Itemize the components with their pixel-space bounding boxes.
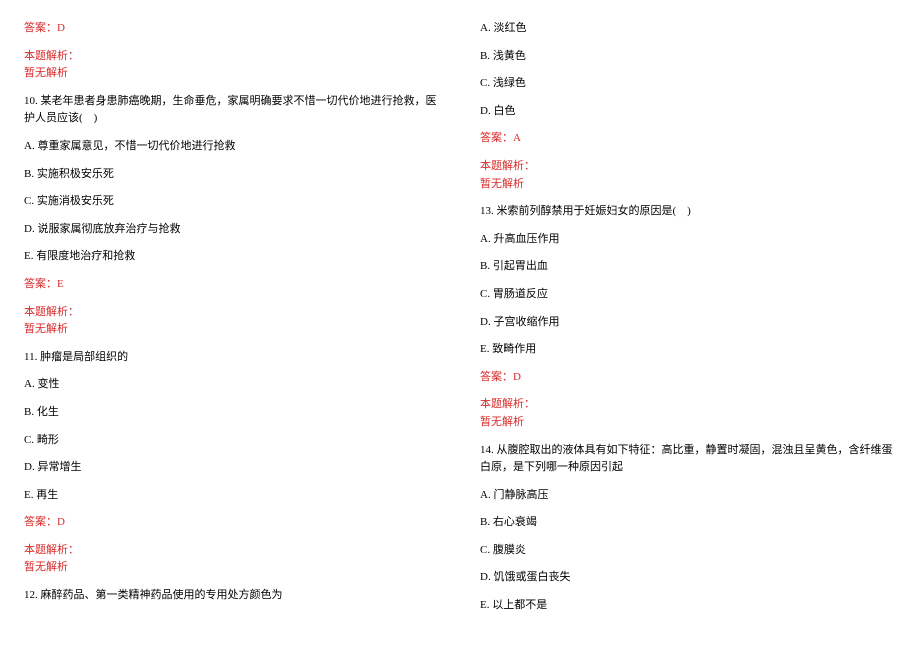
q13-opt-b: B. 引起胃出血	[480, 258, 896, 276]
q13-opt-e: E. 致畸作用	[480, 341, 896, 359]
tail-parse-block: 本题解析： 暂无解析	[24, 48, 440, 83]
q10-opt-e: E. 有限度地治疗和抢救	[24, 248, 440, 266]
q10-parse-block: 本题解析： 暂无解析	[24, 304, 440, 339]
q13-answer: 答案：D	[480, 369, 896, 387]
q14-opt-b: B. 右心衰竭	[480, 514, 896, 532]
q13-opt-a: A. 升高血压作用	[480, 231, 896, 249]
q11-stem: 11. 肿瘤是局部组织的	[24, 349, 440, 367]
q14-opt-e: E. 以上都不是	[480, 597, 896, 615]
q10-stem: 10. 某老年患者身患肺癌晚期，生命垂危，家属明确要求不惜一切代价地进行抢救，医…	[24, 93, 440, 128]
q13-parse-block: 本题解析： 暂无解析	[480, 396, 896, 431]
q11-opt-a: A. 变性	[24, 376, 440, 394]
q14-opt-d: D. 饥饿或蛋白丧失	[480, 569, 896, 587]
parse-text: 暂无解析	[480, 414, 896, 432]
parse-label: 本题解析：	[24, 304, 440, 322]
q10-opt-c: C. 实施消极安乐死	[24, 193, 440, 211]
q12-stem: 12. 麻醉药品、第一类精神药品使用的专用处方颜色为	[24, 587, 440, 605]
q11-opt-d: D. 异常增生	[24, 459, 440, 477]
parse-label: 本题解析：	[24, 542, 440, 560]
q13-opt-c: C. 胃肠道反应	[480, 286, 896, 304]
tail-answer: 答案：D	[24, 20, 440, 38]
q11-parse-block: 本题解析： 暂无解析	[24, 542, 440, 577]
parse-text: 暂无解析	[480, 176, 896, 194]
q14-stem: 14. 从腹腔取出的液体具有如下特征：高比重，静置时凝固，混浊且呈黄色，含纤维蛋…	[480, 442, 896, 477]
q12-opt-d: D. 白色	[480, 103, 896, 121]
q14-opt-a: A. 门静脉高压	[480, 487, 896, 505]
q13-stem: 13. 米索前列醇禁用于妊娠妇女的原因是( )	[480, 203, 896, 221]
parse-text: 暂无解析	[24, 559, 440, 577]
q12-opt-b: B. 浅黄色	[480, 48, 896, 66]
q12-opt-a: A. 淡红色	[480, 20, 896, 38]
q14-opt-c: C. 腹膜炎	[480, 542, 896, 560]
q10-opt-d: D. 说服家属彻底放弃治疗与抢救	[24, 221, 440, 239]
q11-answer: 答案：D	[24, 514, 440, 532]
q12-opt-c: C. 浅绿色	[480, 75, 896, 93]
q10-opt-a: A. 尊重家属意见，不惜一切代价地进行抢救	[24, 138, 440, 156]
q12-parse-block: 本题解析： 暂无解析	[480, 158, 896, 193]
parse-text: 暂无解析	[24, 65, 440, 83]
parse-text: 暂无解析	[24, 321, 440, 339]
q12-answer: 答案：A	[480, 130, 896, 148]
q11-opt-c: C. 畸形	[24, 432, 440, 450]
parse-label: 本题解析：	[24, 48, 440, 66]
parse-label: 本题解析：	[480, 158, 896, 176]
parse-label: 本题解析：	[480, 396, 896, 414]
q11-opt-e: E. 再生	[24, 487, 440, 505]
q11-opt-b: B. 化生	[24, 404, 440, 422]
q10-opt-b: B. 实施积极安乐死	[24, 166, 440, 184]
q10-answer: 答案：E	[24, 276, 440, 294]
q13-opt-d: D. 子宫收缩作用	[480, 314, 896, 332]
